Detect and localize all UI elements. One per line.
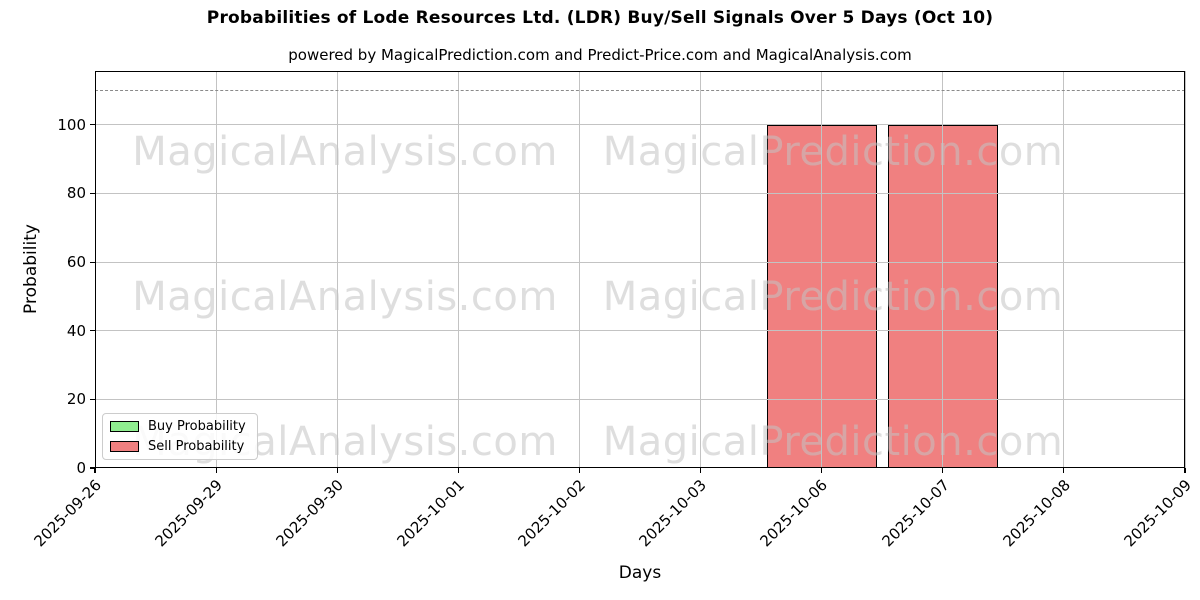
gridline-horizontal xyxy=(95,398,1185,400)
x-tick-mark xyxy=(699,468,702,473)
gridline-vertical xyxy=(700,71,702,468)
gridline-horizontal xyxy=(95,261,1185,263)
x-tick-mark xyxy=(1063,468,1065,473)
x-tick-label: 2025-09-26 xyxy=(30,476,105,551)
y-tick-mark xyxy=(90,330,95,332)
gridline-vertical xyxy=(336,71,338,468)
gridline-vertical xyxy=(215,71,217,468)
x-tick-label: 2025-10-06 xyxy=(757,476,832,551)
y-tick-mark xyxy=(90,192,95,195)
gridline-vertical xyxy=(94,71,96,468)
gridline-horizontal xyxy=(95,192,1185,194)
gridline-vertical xyxy=(578,71,580,468)
sell-swatch-icon xyxy=(110,441,139,452)
gridline-vertical xyxy=(457,71,459,468)
y-tick-label: 0 xyxy=(76,459,86,477)
x-tick-label: 2025-10-07 xyxy=(878,476,953,551)
x-tick-mark xyxy=(578,468,581,473)
x-tick-mark xyxy=(336,468,338,473)
x-tick-mark xyxy=(821,468,823,473)
chart-subtitle: powered by MagicalPrediction.com and Pre… xyxy=(288,46,912,64)
x-tick-label: 2025-09-29 xyxy=(151,476,226,551)
gridline-horizontal xyxy=(95,124,1185,126)
watermark-text: MagicalPrediction.com xyxy=(602,129,1064,175)
x-tick-label: 2025-10-09 xyxy=(1120,476,1195,551)
x-tick-label: 2025-10-01 xyxy=(393,476,469,551)
threshold-dashed-line xyxy=(95,89,1185,91)
chart-title: Probabilities of Lode Resources Ltd. (LD… xyxy=(206,8,994,28)
gridline-vertical xyxy=(1063,71,1065,468)
plot-area xyxy=(95,71,1185,468)
y-axis-label: Probability xyxy=(21,224,41,314)
gridline-horizontal xyxy=(95,330,1185,332)
legend-label-sell: Sell Probability xyxy=(148,439,245,454)
watermark-text: MagicalAnalysis.com xyxy=(132,274,558,320)
y-tick-mark xyxy=(90,124,95,126)
x-axis-label: Days xyxy=(618,563,662,583)
legend: Buy Probability Sell Probability xyxy=(102,413,258,460)
x-tick-label: 2025-10-03 xyxy=(635,476,711,551)
x-tick-mark xyxy=(1184,468,1186,473)
buy-swatch-icon xyxy=(110,421,139,432)
gridline-vertical xyxy=(821,71,823,468)
x-tick-mark xyxy=(457,468,459,473)
watermark-text: MagicalPrediction.com xyxy=(602,274,1064,320)
y-tick-mark xyxy=(90,261,95,263)
gridline-vertical xyxy=(942,71,944,468)
legend-entry-sell: Sell Probability xyxy=(110,439,249,454)
legend-label-buy: Buy Probability xyxy=(148,419,246,434)
y-tick-label: 80 xyxy=(66,184,86,203)
y-tick-label: 100 xyxy=(57,115,86,134)
x-tick-label: 2025-09-30 xyxy=(272,476,347,551)
x-tick-label: 2025-10-08 xyxy=(999,476,1074,551)
x-tick-label: 2025-10-02 xyxy=(514,476,590,551)
y-tick-label: 40 xyxy=(66,321,86,340)
y-tick-label: 20 xyxy=(66,390,86,409)
x-tick-mark xyxy=(215,468,217,473)
watermark-text: MagicalAnalysis.com xyxy=(132,129,558,175)
x-tick-mark xyxy=(942,468,944,473)
gridline-vertical xyxy=(1184,71,1186,468)
y-tick-mark xyxy=(90,467,95,469)
x-tick-mark xyxy=(94,468,96,473)
y-tick-mark xyxy=(90,398,95,400)
legend-entry-buy: Buy Probability xyxy=(110,419,249,434)
y-tick-label: 60 xyxy=(66,253,86,272)
watermark-text: MagicalPrediction.com xyxy=(602,419,1064,465)
